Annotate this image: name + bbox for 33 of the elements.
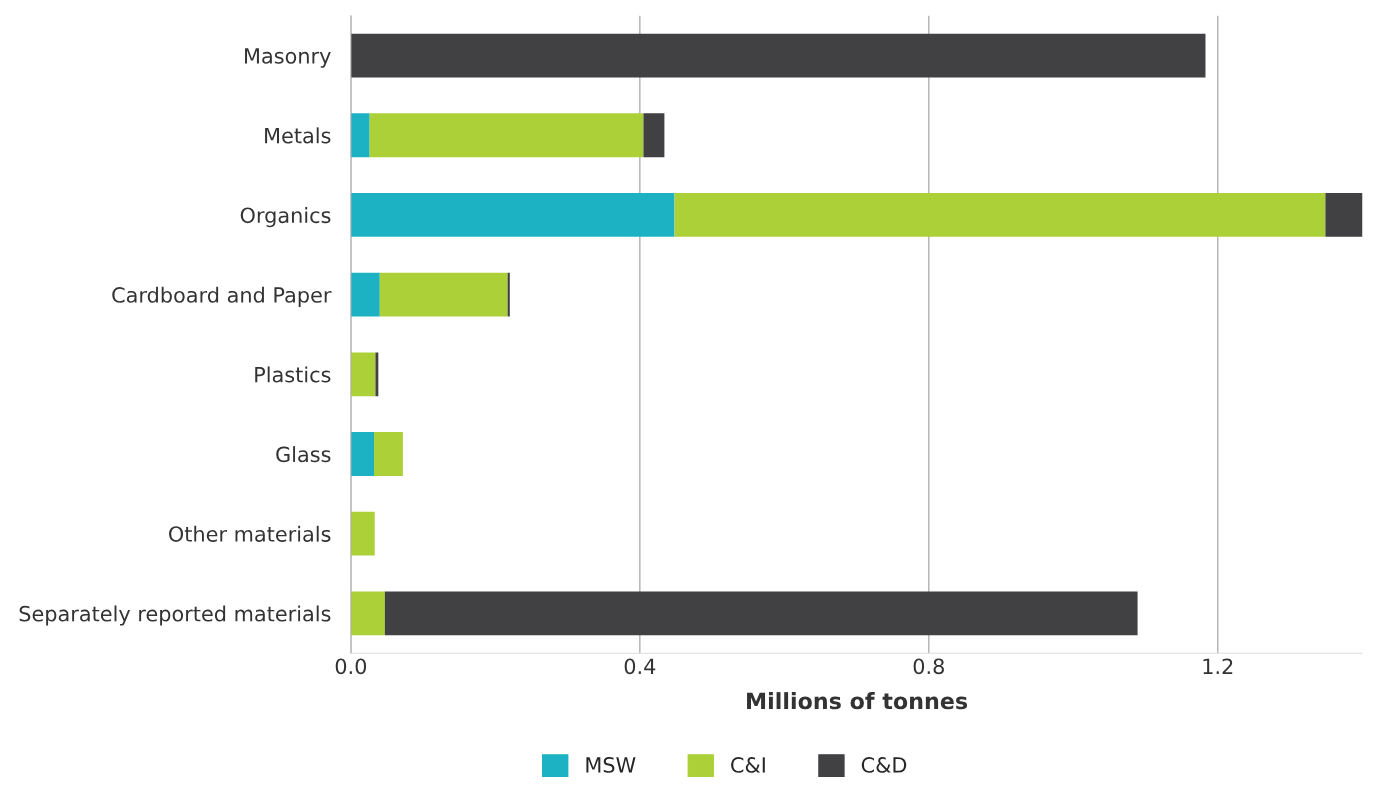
y-tick-label: Other materials <box>169 525 331 542</box>
y-tick-label: Plastics <box>255 366 331 383</box>
bar <box>1325 193 1363 237</box>
y-tick-label: Separately reported materials <box>19 605 331 626</box>
bar <box>350 113 370 158</box>
bar <box>379 272 508 317</box>
bar <box>350 193 675 237</box>
bar <box>350 352 376 397</box>
bar <box>350 432 374 476</box>
x-tick-label: 1.2 <box>1203 658 1233 674</box>
bar <box>375 352 379 397</box>
bar <box>350 33 1206 78</box>
y-tick-label: Glass <box>276 446 331 463</box>
bar <box>643 113 665 158</box>
bar <box>369 113 644 158</box>
bar <box>350 591 385 636</box>
legend-label: MSW <box>586 757 636 773</box>
y-tick-label: Organics <box>240 207 331 228</box>
bar <box>674 193 1326 237</box>
x-axis-title: Millions of tonnes <box>747 692 968 710</box>
bar <box>350 272 380 317</box>
y-tick-label: Cardboard and Paper <box>112 286 332 307</box>
bar <box>507 272 510 317</box>
bar <box>384 591 1138 636</box>
legend-label: C&I <box>731 757 765 773</box>
y-tick-label: Masonry <box>245 48 331 68</box>
x-tick-label: 0.8 <box>913 658 944 675</box>
y-tick-label: Metals <box>265 127 331 144</box>
legend-label: C&D <box>861 757 907 773</box>
bar <box>374 432 403 476</box>
bar <box>350 511 375 556</box>
x-tick-label: 0.4 <box>624 658 656 675</box>
x-tick-label: 0.0 <box>335 658 367 675</box>
